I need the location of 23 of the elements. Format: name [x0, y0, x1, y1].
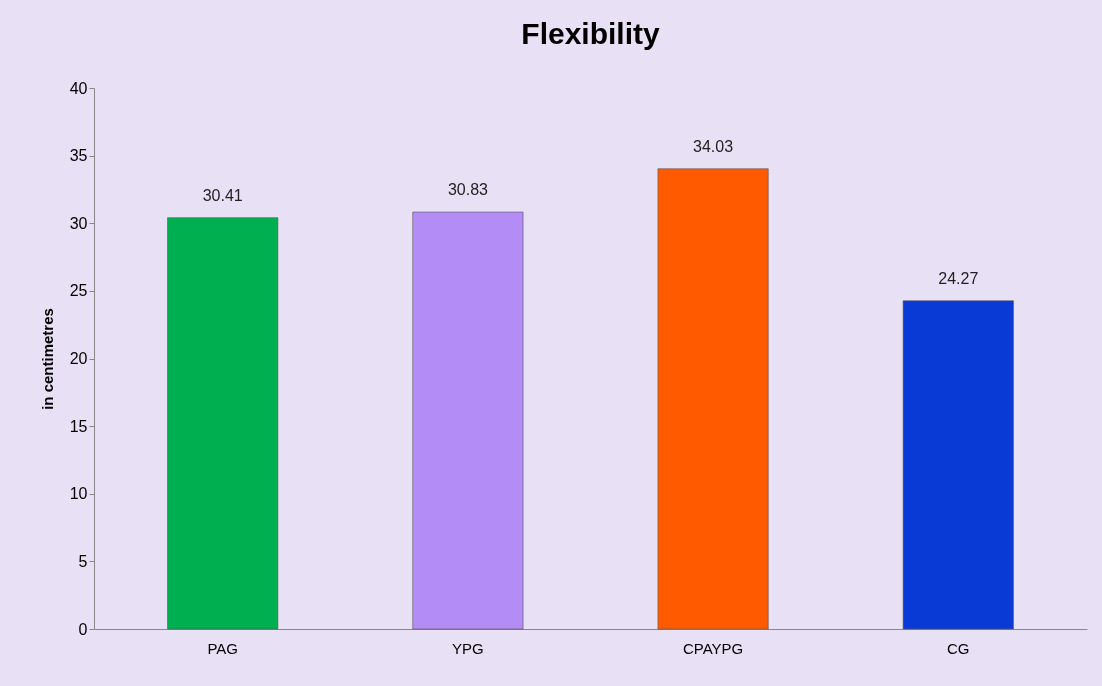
- bar: [167, 217, 279, 630]
- x-tick-label: YPG: [452, 639, 484, 657]
- x-tick-label: CPAYPG: [682, 639, 744, 657]
- y-axis-title: in centimetres: [38, 308, 56, 410]
- y-tick-label: 20: [69, 350, 88, 367]
- bar: [657, 168, 769, 630]
- y-tick-label: 0: [78, 620, 88, 638]
- chart-title: Flexibility: [521, 17, 660, 50]
- data-label: 30.41: [202, 186, 243, 204]
- data-label: 24.27: [938, 269, 979, 287]
- data-label: 30.83: [447, 181, 489, 199]
- y-tick-label: 30: [69, 214, 88, 232]
- bar: [902, 300, 1014, 630]
- y-tick-label: 25: [69, 282, 88, 300]
- y-tick-label: 40: [69, 79, 88, 97]
- y-tick-label: 10: [69, 485, 88, 503]
- x-tick-label: CG: [947, 639, 970, 657]
- data-label: 34.03: [693, 137, 734, 155]
- y-tick-label: 35: [69, 147, 88, 165]
- y-tick-label: 15: [69, 417, 88, 435]
- x-tick-label: PAG: [207, 639, 239, 657]
- bar: [412, 211, 524, 630]
- y-tick-label: 5: [78, 552, 88, 570]
